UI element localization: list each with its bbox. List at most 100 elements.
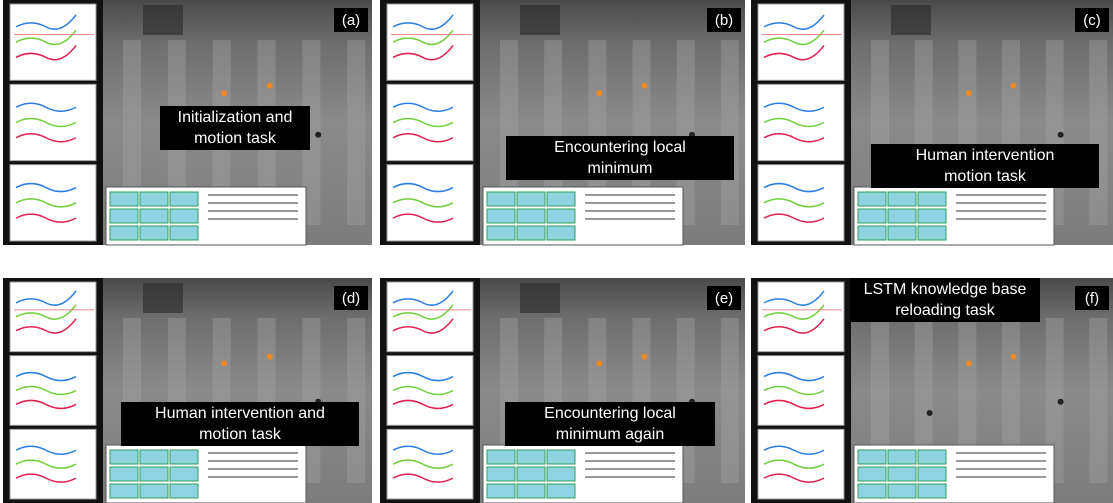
robot (641, 354, 647, 360)
plot (758, 282, 844, 352)
caption-line: motion task (199, 426, 282, 443)
control-button (888, 192, 916, 206)
robot (596, 361, 602, 367)
control-button (547, 226, 575, 240)
plot (387, 282, 473, 352)
control-button (517, 450, 545, 464)
plot (387, 165, 473, 241)
control-button (170, 484, 198, 498)
control-button (888, 484, 916, 498)
control-button (140, 226, 168, 240)
figure: (a)Initialization andmotion task(b)Encou… (0, 0, 1113, 503)
control-button (517, 209, 545, 223)
control-button (918, 226, 946, 240)
control-button (487, 209, 515, 223)
control-button (858, 226, 886, 240)
control-button (110, 209, 138, 223)
control-button (888, 226, 916, 240)
panel: (b)Encountering localminimum (380, 0, 745, 245)
control-button (487, 484, 515, 498)
plot (10, 165, 96, 241)
plot (387, 84, 473, 160)
plot (10, 84, 96, 160)
plot (758, 356, 844, 426)
light-stripe (1089, 318, 1107, 483)
light-stripe (721, 318, 739, 483)
panel-label: (e) (715, 290, 733, 307)
control-button (858, 467, 886, 481)
caption-line: reloading task (895, 302, 996, 319)
plot (10, 429, 96, 499)
control-button (918, 450, 946, 464)
robot (1058, 399, 1064, 405)
control-button (858, 484, 886, 498)
panel: (f) LSTM knowledge base reloading task (751, 278, 1113, 503)
control-button (140, 450, 168, 464)
control-button (858, 450, 886, 464)
control-button (110, 450, 138, 464)
caption-line: Human intervention (916, 147, 1055, 164)
control-button (547, 192, 575, 206)
light-stripe (1089, 40, 1107, 225)
furniture (520, 283, 560, 313)
panel-label: (d) (342, 290, 360, 307)
control-button (858, 209, 886, 223)
control-button (170, 450, 198, 464)
control-button (110, 192, 138, 206)
robot (596, 90, 602, 96)
control-button (888, 450, 916, 464)
light-stripe (347, 318, 365, 483)
control-button (858, 192, 886, 206)
caption-line: Encountering local (544, 405, 676, 422)
caption-line: Initialization and (178, 109, 293, 126)
control-button (547, 450, 575, 464)
plot (758, 84, 844, 160)
robot (267, 354, 273, 360)
panel-label: (f) (1085, 290, 1099, 307)
control-button (170, 226, 198, 240)
control-button (170, 209, 198, 223)
plot (10, 4, 96, 80)
caption-line: minimum (588, 160, 653, 177)
control-button (170, 192, 198, 206)
robot (1058, 132, 1064, 138)
control-button (140, 467, 168, 481)
robot (641, 83, 647, 89)
control-button (517, 192, 545, 206)
robot (927, 410, 933, 416)
robot (1010, 83, 1016, 89)
control-button (110, 484, 138, 498)
plot (758, 4, 844, 80)
control-button (517, 484, 545, 498)
control-button (918, 192, 946, 206)
plot (387, 356, 473, 426)
plot (10, 356, 96, 426)
control-button (140, 209, 168, 223)
light-stripe (721, 40, 739, 225)
caption-line: LSTM knowledge base (864, 281, 1027, 298)
plot (387, 4, 473, 80)
control-button (517, 467, 545, 481)
light-stripe (347, 40, 365, 225)
control-button (517, 226, 545, 240)
control-button (888, 467, 916, 481)
control-button (547, 484, 575, 498)
robot (966, 361, 972, 367)
control-button (487, 192, 515, 206)
control-button (140, 192, 168, 206)
control-button (547, 209, 575, 223)
control-button (547, 467, 575, 481)
control-button (918, 484, 946, 498)
furniture (520, 5, 560, 35)
robot (966, 90, 972, 96)
control-button (918, 467, 946, 481)
robot (221, 90, 227, 96)
control-button (487, 226, 515, 240)
panel-label: (c) (1083, 12, 1101, 29)
control-button (140, 484, 168, 498)
control-button (888, 209, 916, 223)
robot (315, 132, 321, 138)
control-button (110, 467, 138, 481)
caption-line: motion task (194, 130, 277, 147)
